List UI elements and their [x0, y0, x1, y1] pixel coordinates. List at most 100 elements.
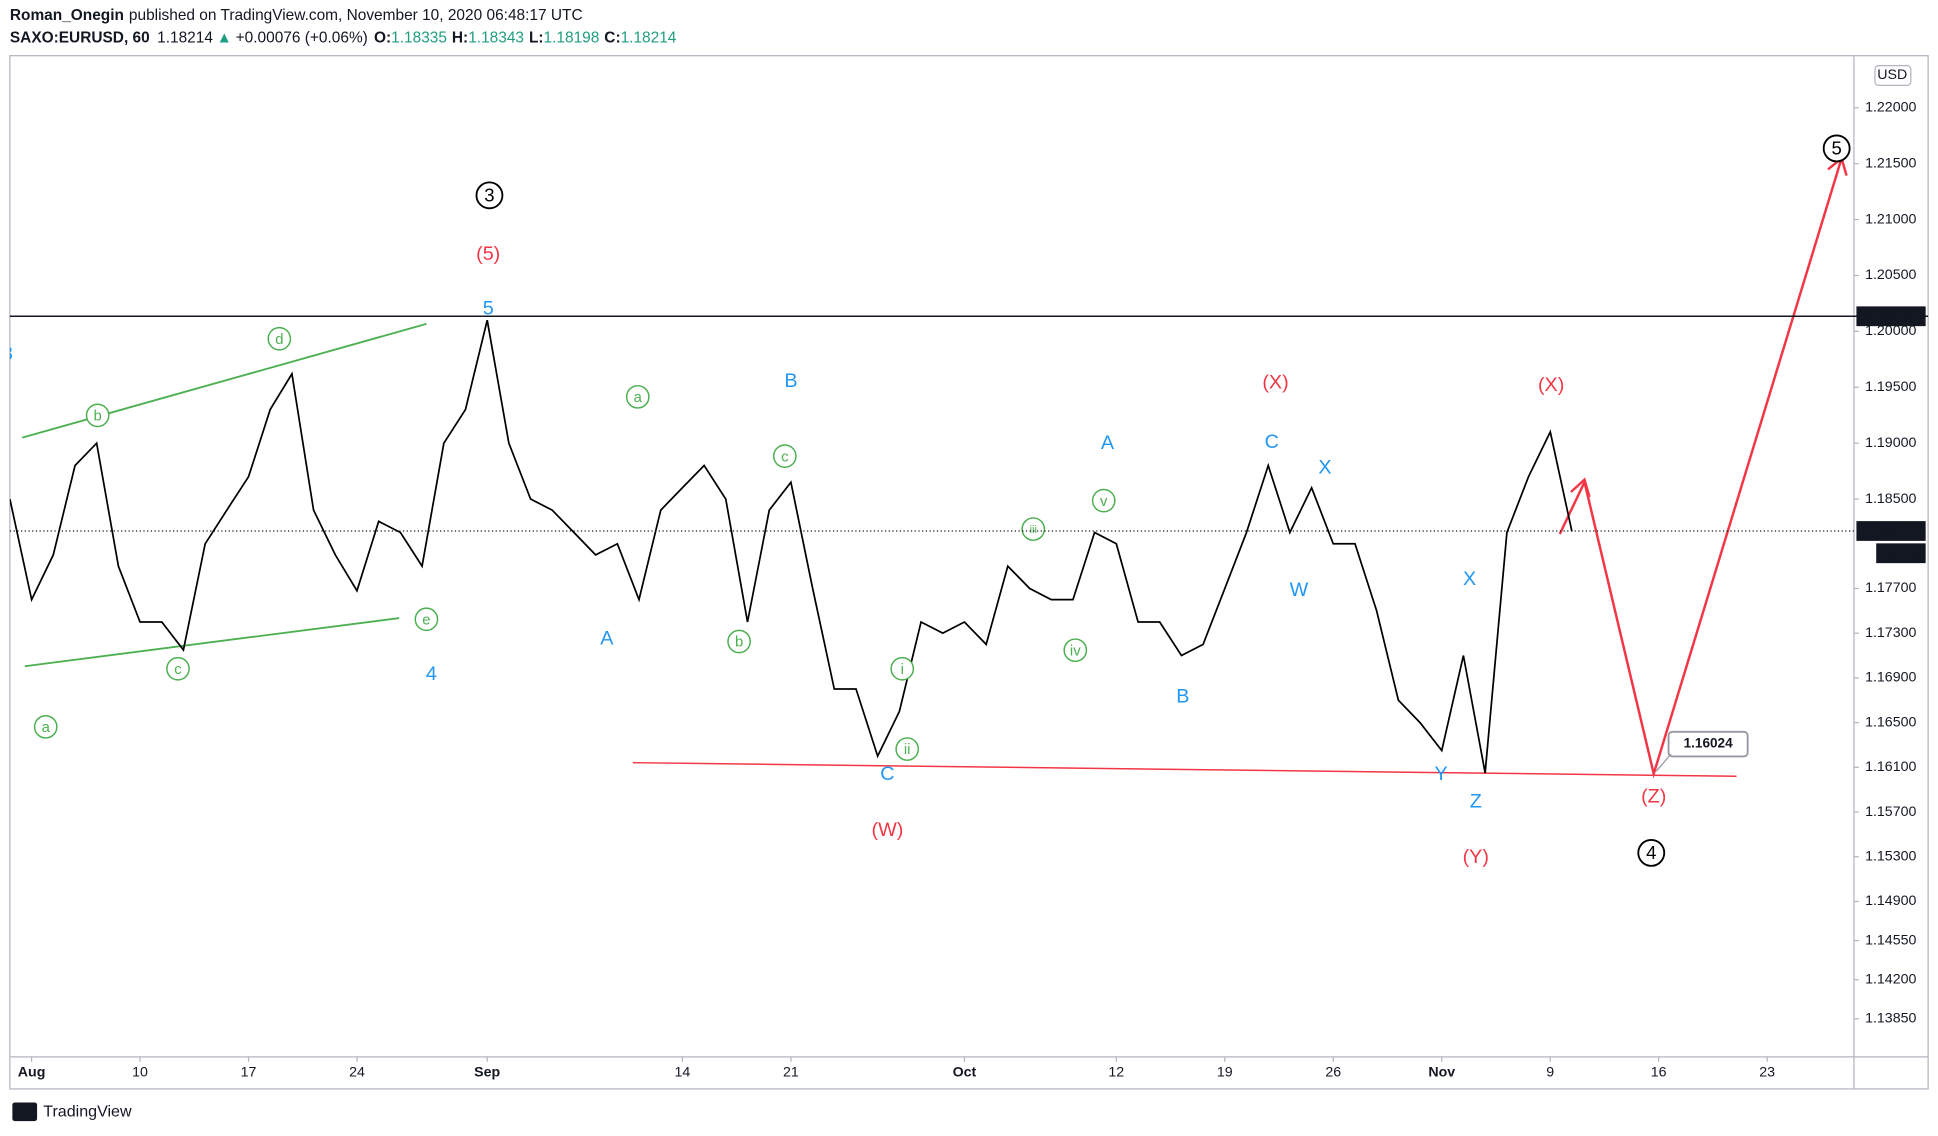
y-tick-label: 1.19500 — [1865, 379, 1916, 395]
wave-label: iv — [1070, 643, 1081, 659]
wave-circle — [414, 607, 439, 632]
y-tick-label: 1.18500 — [1865, 491, 1916, 507]
wave-label: a — [42, 720, 51, 736]
wave-circle — [166, 656, 190, 681]
price-line — [9, 319, 1573, 774]
trend-line — [24, 617, 400, 668]
wave-circle — [895, 737, 920, 761]
wave-label: (W) — [872, 819, 904, 841]
h-value: 1.18343 — [468, 29, 524, 46]
y-tick-label: 1.17300 — [1865, 625, 1916, 641]
wave-label: ii — [904, 742, 911, 758]
price-label-box: 1.16024 — [1655, 730, 1749, 772]
wave-circle — [772, 444, 797, 469]
wave-label: b — [735, 635, 743, 651]
wave-circle — [890, 656, 915, 681]
x-tick-label: Oct — [953, 1065, 977, 1081]
plot: 3 5 4 (5) (W) (X) (Y) (X) (Z) 5 3 4 A B C A B C W X X YZa b c d e… — [9, 134, 1851, 868]
wave-circle — [33, 714, 58, 739]
footer: TradingView — [12, 1102, 132, 1122]
header-line: Roman_Onegin published on TradingView.com… — [10, 7, 583, 24]
c-value: 1.18214 — [621, 29, 677, 46]
wave-label: c — [781, 449, 789, 465]
wave-circle — [1021, 517, 1046, 541]
wave-circle — [1091, 488, 1116, 513]
y-tick-label: 1.21000 — [1865, 211, 1916, 227]
x-tick-label: Sep — [474, 1065, 500, 1081]
level-label: 1.20135 — [1864, 308, 1915, 324]
wave-circle — [625, 384, 650, 409]
wave-label: v — [1100, 494, 1108, 510]
target-label: 1.16024 — [1684, 736, 1734, 751]
x-tick-label: 23 — [1759, 1065, 1775, 1081]
change: +0.00076 (+0.06%) — [236, 29, 368, 46]
author: Roman_Onegin — [10, 7, 124, 24]
x-tick-label: Nov — [1428, 1065, 1455, 1081]
y-tick-label: 1.17700 — [1865, 580, 1916, 596]
support-line — [632, 761, 1737, 778]
l-value: 1.18198 — [544, 29, 600, 46]
wave-label: i — [901, 662, 904, 678]
price: 1.18214 — [157, 29, 213, 46]
wave-label: B — [1176, 685, 1189, 707]
wave-label: (Z) — [1641, 785, 1666, 807]
wave-label: X — [1463, 568, 1476, 590]
wave-label: (X) — [1538, 374, 1564, 396]
y-tick-label: 1.16100 — [1865, 759, 1916, 775]
wave-label: (5) — [476, 243, 500, 265]
wave-label: 5 — [483, 297, 494, 319]
wave-label: X — [1318, 457, 1331, 479]
wave-label: A — [1101, 432, 1115, 454]
wave-label: 3 — [484, 184, 494, 205]
x-tick-label: 17 — [241, 1065, 257, 1081]
wave-label: W — [1290, 579, 1309, 601]
wave-label: C — [880, 763, 894, 785]
y-tick-label: 1.15700 — [1865, 804, 1916, 820]
wave-label: Y — [1435, 763, 1448, 785]
level-box — [1856, 306, 1926, 327]
x-tick-label: 21 — [783, 1065, 799, 1081]
logo — [12, 1102, 38, 1122]
symbol: SAXO:EURUSD, 60 — [10, 29, 150, 46]
l-label: L: — [529, 29, 544, 46]
frame — [9, 55, 1929, 1090]
wave-label: c — [174, 662, 182, 678]
published: published on TradingView.com, November 1… — [129, 7, 583, 24]
y-tick-label: 1.15300 — [1865, 848, 1916, 864]
o-label: O: — [374, 29, 391, 46]
last-price-label: 1.18214 — [1864, 523, 1915, 539]
wave-label: 4 — [426, 663, 437, 685]
x-tick-label: Aug — [18, 1065, 46, 1081]
wave-label: iii — [1030, 524, 1037, 536]
wave-label: d — [275, 332, 283, 348]
x-tick-label: 14 — [675, 1065, 691, 1081]
y-tick-label: 1.14200 — [1865, 971, 1916, 987]
wave-label: A — [600, 627, 614, 649]
wave-label: 5 — [1831, 138, 1841, 159]
x-tick-label: 10 — [132, 1065, 148, 1081]
wave-label: a — [634, 390, 643, 406]
y-tick-label: 1.16900 — [1865, 670, 1916, 686]
wave-circle — [1063, 638, 1088, 663]
arrow: ▲ — [217, 29, 232, 46]
wave-label: Z — [1470, 790, 1482, 812]
wave-label: e — [422, 612, 430, 628]
symbol-line: SAXO:EURUSD, 60 1.18214 ▲ +0.00076 (+0.06%)… — [10, 29, 677, 46]
y-tick-label: 1.21500 — [1865, 155, 1916, 171]
arrow-head — [1570, 477, 1591, 498]
y-tick-label: 1.14900 — [1865, 893, 1916, 909]
x-tick-label: 16 — [1651, 1065, 1667, 1081]
wave-circle — [267, 326, 292, 351]
wave-label: C — [1265, 431, 1279, 453]
x-tick-label: 12 — [1108, 1065, 1124, 1081]
wave-label: (X) — [1262, 371, 1288, 393]
x-tick-label: 19 — [1217, 1065, 1233, 1081]
countdown: 11:48 — [1883, 545, 1919, 561]
forecast-path — [1558, 157, 1843, 779]
y-tick-label: 1.22000 — [1865, 100, 1916, 116]
y-tick-label: 1.16500 — [1865, 714, 1916, 730]
h-label: H: — [452, 29, 468, 46]
footer-text: TradingView — [43, 1103, 132, 1121]
y-tick-label: 1.20500 — [1865, 267, 1916, 283]
trend-line — [21, 323, 427, 439]
